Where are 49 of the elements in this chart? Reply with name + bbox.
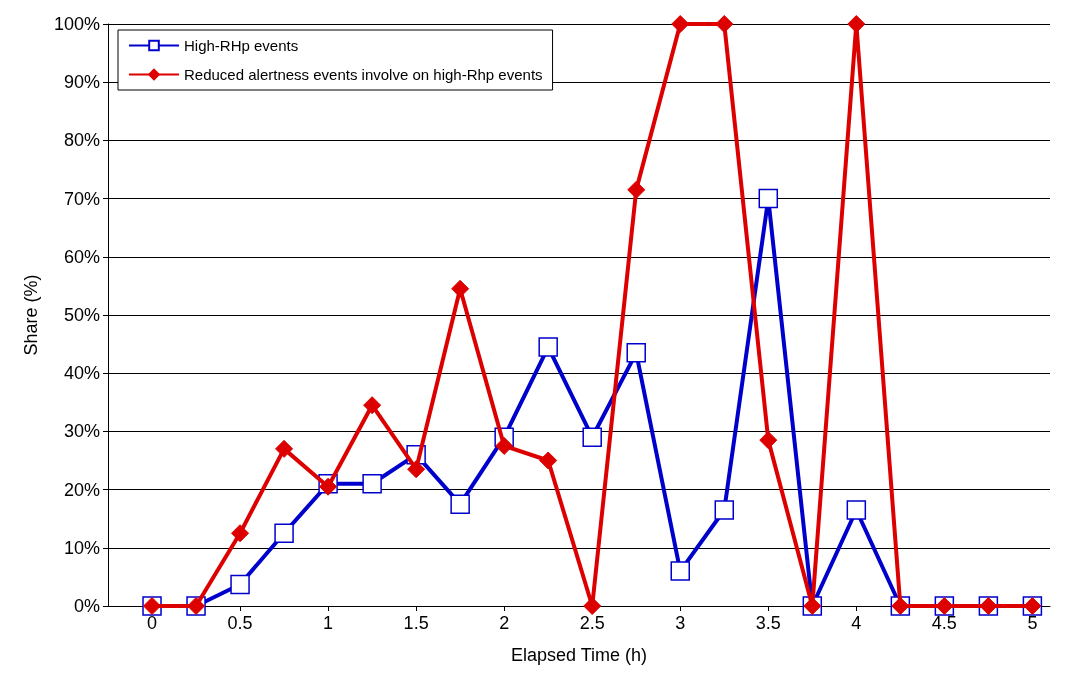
x-tick-label: 3.5 [755,613,781,633]
point [539,451,558,470]
y-tick-label: 20% [63,479,100,500]
y-tick-label: 70% [63,188,100,209]
x-axis-title: Elapsed Time (h) [510,645,648,665]
x-tick-label: 2 [499,613,510,633]
x-tick-label: 0.5 [227,613,253,633]
x-tick-label: 5 [1027,613,1038,633]
y-axis-title: Share (%) [21,274,41,356]
point [847,15,866,33]
y-tick-label: 0% [73,596,100,616]
y-tick-label: 10% [63,537,100,558]
point [275,439,294,458]
legend-label: Reduced alertness events involve on high-Rhp events [184,66,543,83]
legend-label: High-RHp events [184,37,299,54]
point [450,494,470,514]
point [759,431,778,450]
x-tick-label: 4 [851,613,862,633]
y-tick-label: 80% [63,130,100,151]
y-tick-label: 50% [63,305,100,325]
point [274,523,294,543]
y-tick-label: 90% [63,72,100,93]
point [362,474,382,494]
point [363,396,382,415]
y-tick-label: 30% [63,421,100,442]
point [670,561,690,581]
y-tick-label: 100% [53,14,100,34]
point [582,427,602,447]
point [846,500,867,520]
point [538,337,558,357]
y-tick-label: 60% [63,246,100,267]
point [407,460,426,479]
point [714,500,735,520]
point [231,524,250,543]
x-tick-label: 0 [147,613,158,633]
point [758,188,779,209]
x-tick-label: 2.5 [579,613,605,633]
point [715,15,734,33]
point [583,597,602,615]
point [451,279,470,298]
point [627,180,646,199]
point [626,343,646,363]
x-tick-label: 3 [675,613,686,633]
point [230,574,250,595]
x-tick-label: 4.5 [931,613,957,633]
y-tick-label: 40% [63,363,100,384]
point [495,436,514,455]
x-tick-label: 1.5 [403,613,429,633]
x-tick-label: 1 [323,613,334,633]
